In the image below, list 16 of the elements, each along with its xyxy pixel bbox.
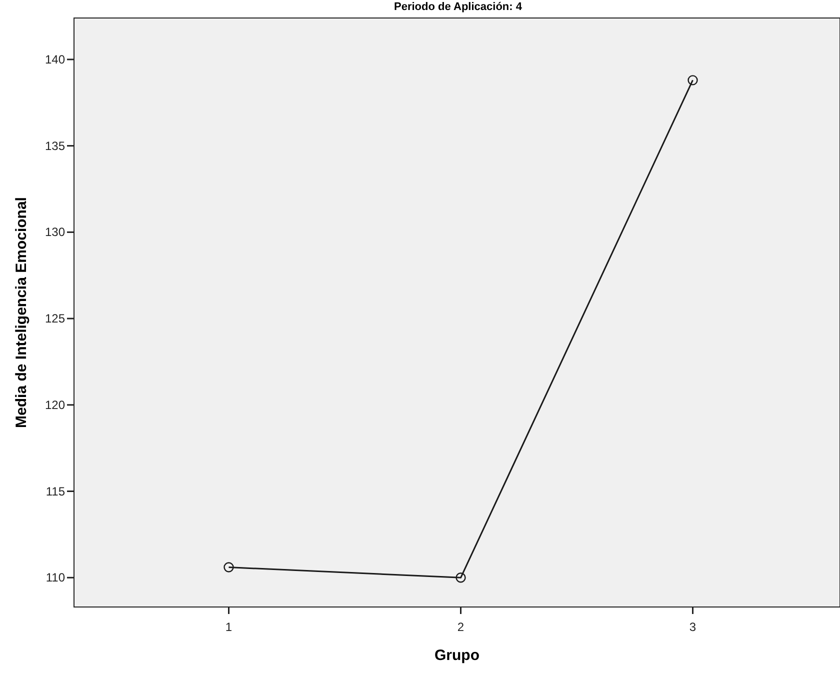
y-tick-label: 135: [44, 138, 66, 153]
x-tick-label: 2: [457, 620, 464, 634]
point: [688, 75, 698, 86]
x-tick-label: 1: [225, 620, 232, 634]
y-tick-label: 120: [44, 398, 66, 412]
y-tick-label: 130: [44, 225, 66, 240]
chart-title: Periodo de Aplicación: 4: [394, 1, 523, 14]
y-tick-label: 125: [44, 312, 66, 326]
point: [456, 572, 466, 583]
y-tick-label: 140: [44, 52, 66, 66]
y-axis-title: Media de Inteligencia Emocional: [13, 197, 30, 428]
x-tick-label: 3: [689, 620, 696, 634]
x-axis-title: Grupo: [434, 647, 480, 664]
y-tick-label: 110: [46, 570, 66, 585]
y-tick-label: 115: [46, 484, 66, 498]
point: [224, 562, 234, 572]
